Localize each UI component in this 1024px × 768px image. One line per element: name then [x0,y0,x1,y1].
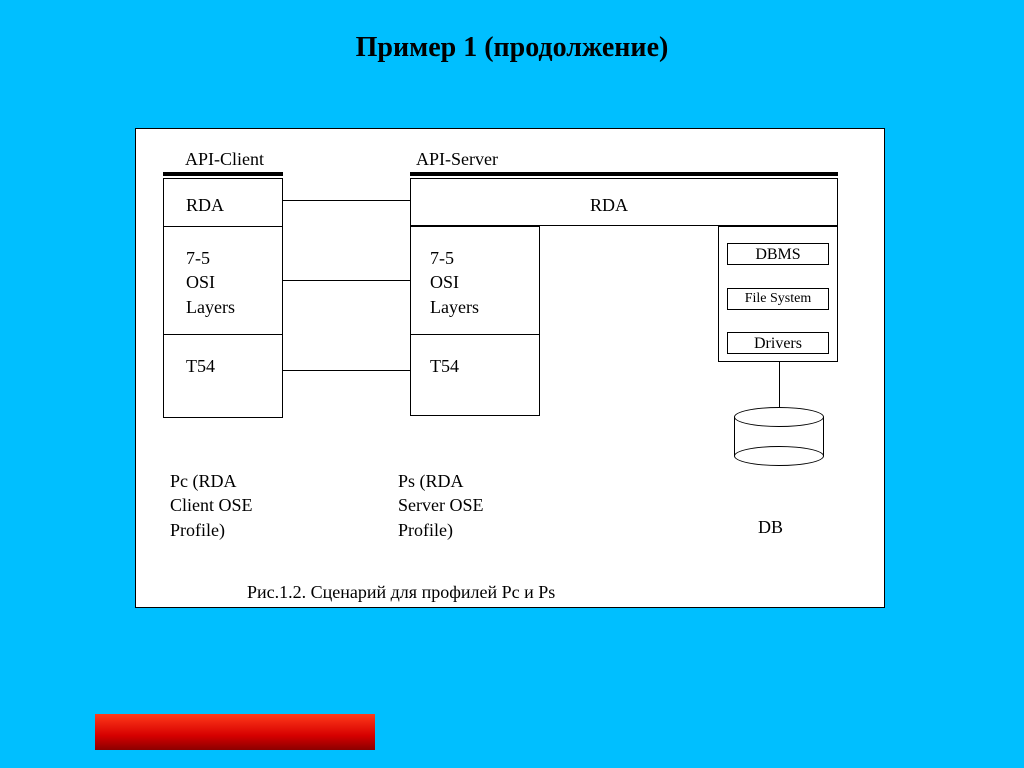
client-profile-1: Client OSE [170,495,253,515]
client-mid-line [163,226,283,227]
cyl-bottom [734,446,824,466]
server-rule [410,172,838,176]
api-server-label: API-Server [416,147,498,171]
server-osi-label: 7-5 OSI Layers [430,246,479,319]
conn-rda [283,200,410,201]
client-osi-line-1: OSI [186,272,215,292]
client-t54-label: T54 [186,354,215,378]
figure-caption: Рис.1.2. Сценарий для профилей Pc и Ps [247,582,555,603]
server-t54-label: T54 [430,354,459,378]
client-rda-label: RDA [186,193,224,217]
api-client-label: API-Client [185,147,264,171]
client-profile-label: Pc (RDA Client OSE Profile) [170,469,253,542]
db-label: DB [758,515,783,539]
dbms-box: DBMS [727,243,829,265]
client-profile-2: Profile) [170,520,225,540]
server-profile-1: Server OSE [398,495,483,515]
server-profile-label: Ps (RDA Server OSE Profile) [398,469,483,542]
server-osi-line-2: Layers [430,297,479,317]
client-low-line [163,334,283,335]
client-osi-line-2: Layers [186,297,235,317]
client-osi-line-0: 7-5 [186,248,210,268]
fs-box: File System [727,288,829,310]
server-low-line [410,334,540,335]
server-osi-line-0: 7-5 [430,248,454,268]
server-profile-0: Ps (RDA [398,471,464,491]
red-bar [95,714,375,750]
slide: Пример 1 (продолжение) API-Client RDA 7-… [0,0,1024,768]
client-profile-0: Pc (RDA [170,471,237,491]
conn-t54 [283,370,410,371]
db-connector [779,362,780,407]
client-osi-label: 7-5 OSI Layers [186,246,235,319]
server-osi-line-1: OSI [430,272,459,292]
drivers-box: Drivers [727,332,829,354]
slide-title: Пример 1 (продолжение) [0,32,1024,64]
conn-osi [283,280,410,281]
cyl-side-left [734,417,735,456]
cyl-side-right [823,417,824,456]
client-rule [163,172,283,176]
server-rda-label: RDA [590,193,628,217]
server-profile-2: Profile) [398,520,453,540]
cyl-top [734,407,824,427]
